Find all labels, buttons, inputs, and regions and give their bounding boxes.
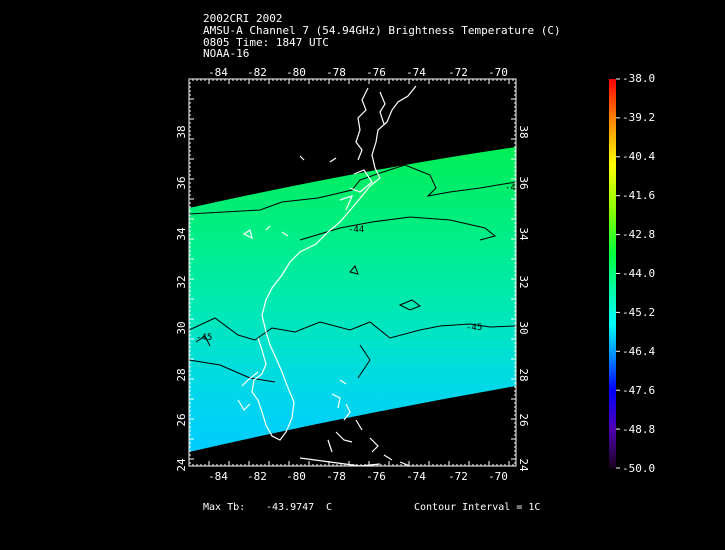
colorbar-label: -45.2 (622, 306, 655, 319)
header-line-3: 0805 Time: 1847 UTC (203, 36, 329, 49)
colorbar-ticks (616, 78, 620, 469)
lat-label: 36 (517, 176, 530, 189)
coastline (237, 85, 417, 441)
colorbar-label: -41.6 (622, 189, 655, 202)
lat-label: 30 (517, 321, 530, 334)
lat-label: 26 (517, 413, 530, 426)
lon-label: -84 (208, 66, 228, 79)
latitude-labels-left: 38 36 34 32 30 28 26 24 (175, 125, 188, 471)
colorbar-label: -47.6 (622, 384, 655, 397)
lon-label: -82 (247, 66, 267, 79)
lon-label: -76 (366, 470, 386, 483)
lon-label: -70 (488, 470, 508, 483)
header-line-2: AMSU-A Channel 7 (54.94GHz) Brightness T… (203, 24, 561, 37)
colorbar-label: -44.0 (622, 267, 655, 280)
longitude-labels-bottom: -84 -82 -80 -78 -76 -74 -72 -70 (208, 470, 508, 483)
lat-label: 26 (175, 413, 188, 426)
lat-label: 36 (175, 176, 188, 189)
lat-label: 34 (517, 227, 530, 241)
lat-label: 28 (517, 368, 530, 381)
lat-label: 24 (175, 458, 188, 472)
max-tb-unit: C (326, 502, 333, 513)
colorbar-label: -39.2 (622, 111, 655, 124)
max-tb-value: -43.9747 (266, 502, 315, 513)
lon-label: -74 (406, 470, 426, 483)
lon-label: -82 (247, 470, 267, 483)
header-line-4: NOAA-16 (203, 47, 250, 60)
lon-label: -78 (326, 66, 346, 79)
latitude-labels-right: 38 36 34 32 30 28 26 24 (517, 125, 530, 472)
lon-label: -70 (488, 66, 508, 79)
lat-label: 38 (517, 125, 530, 138)
lon-label: -80 (286, 66, 306, 79)
lon-label: -78 (326, 470, 346, 483)
contour-lines (189, 164, 516, 383)
colorbar-labels: -38.0 -39.2 -40.4 -41.6 -42.8 -44.0 -45.… (622, 72, 655, 475)
colorbar-label: -42.8 (622, 228, 655, 241)
colorbar-label: -46.4 (622, 345, 655, 358)
contour-label: -44 (505, 183, 521, 193)
colorbar-label: -50.0 (622, 462, 655, 475)
colorbar (609, 79, 616, 468)
lon-label: -72 (448, 66, 468, 79)
lon-label: -84 (208, 470, 228, 483)
tick-marks (188, 78, 516, 466)
max-tb-label: Max Tb: (203, 502, 246, 513)
contour-label: -45 (466, 323, 482, 333)
lon-label: -76 (366, 66, 386, 79)
lat-label: 32 (175, 275, 188, 288)
lat-label: 32 (517, 275, 530, 288)
colorbar-label: -48.8 (622, 423, 655, 436)
colorbar-label: -38.0 (622, 72, 655, 85)
lat-label: 28 (175, 368, 188, 381)
lon-label: -80 (286, 470, 306, 483)
header-line-1: 2002CRI 2002 (203, 12, 283, 25)
lon-label: -74 (406, 66, 426, 79)
contour-label: -45 (196, 333, 212, 343)
contour-label: -44 (348, 225, 364, 235)
satellite-swath (189, 147, 516, 452)
contour-interval: Contour Interval = 1C (414, 502, 541, 513)
lat-label: 34 (175, 227, 188, 241)
lat-label: 38 (175, 125, 188, 138)
colorbar-label: -40.4 (622, 150, 655, 163)
lon-label: -72 (448, 470, 468, 483)
lat-label: 24 (517, 458, 530, 472)
longitude-labels-top: -84 -82 -80 -78 -76 -74 -72 -70 (208, 66, 508, 79)
lat-label: 30 (175, 321, 188, 334)
